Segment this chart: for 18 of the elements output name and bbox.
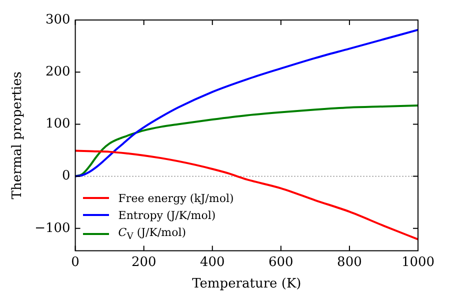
x-axis-title: Temperature (K): [192, 276, 302, 292]
x-tick-label: 600: [268, 254, 294, 270]
x-tick-label: 200: [131, 254, 156, 270]
line-series: [75, 150, 418, 240]
legend-label: Entropy (J/K/mol): [118, 208, 216, 224]
line-series: [75, 104, 418, 178]
legend-label: C$_{V}$ (J/K/mol): [118, 224, 186, 244]
y-tick-label: −100: [34, 220, 70, 236]
y-tick-label: 300: [45, 12, 70, 28]
x-tick-label: 800: [337, 254, 362, 270]
y-tick-label: 100: [45, 116, 70, 132]
y-tick-label: 0: [62, 168, 70, 184]
line-series: [75, 28, 418, 178]
y-axis-title: Thermal properties: [10, 72, 26, 200]
x-tick-label: 1000: [401, 254, 435, 270]
y-tick-label: 200: [45, 64, 70, 80]
x-tick-label: 400: [200, 254, 225, 270]
legend-label: Free energy (kJ/mol): [118, 190, 234, 207]
